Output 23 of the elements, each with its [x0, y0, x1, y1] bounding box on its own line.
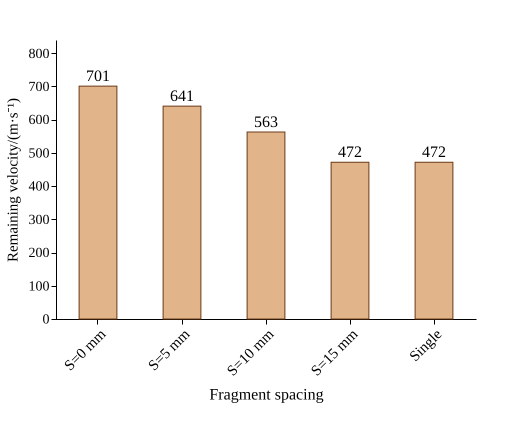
y-tick-label: 600	[28, 113, 50, 128]
y-tick-label: 700	[28, 80, 50, 95]
y-tick-label: 300	[28, 212, 50, 228]
x-tick-label: S=5 mm	[146, 326, 194, 374]
y-tick-label: 800	[28, 46, 50, 62]
data-label: 472	[422, 144, 446, 162]
y-axis-title: Remaining velocity/(m·s⁻¹)	[6, 98, 22, 262]
y-tick-label: 100	[28, 279, 50, 294]
bar	[78, 86, 118, 320]
y-tick-label: 500	[28, 146, 50, 162]
bar	[162, 106, 202, 320]
y-tick-label: 400	[28, 180, 50, 195]
data-label: 641	[170, 88, 194, 106]
bar	[414, 162, 454, 320]
data-label: 701	[86, 68, 110, 86]
y-tick-label: 200	[28, 246, 50, 262]
data-label: 472	[338, 144, 362, 162]
data-label: 563	[254, 114, 278, 132]
bar	[330, 162, 370, 320]
y-tick-label: 0	[42, 312, 50, 328]
x-tick-label: S=0 mm	[62, 326, 110, 374]
bar	[246, 132, 286, 320]
x-axis-title: Fragment spacing	[209, 386, 324, 404]
